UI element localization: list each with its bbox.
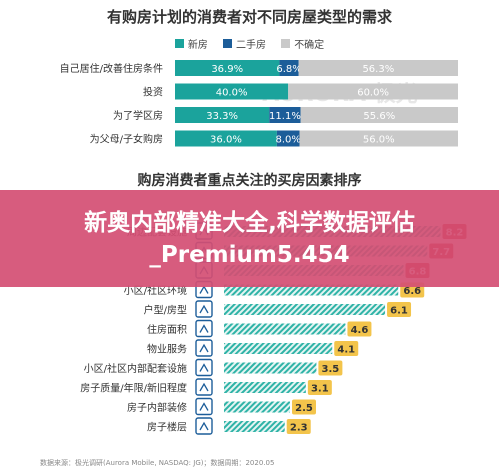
factor-value-label: 6.1 — [390, 306, 408, 317]
value-tag — [347, 321, 372, 337]
factor-value-label: 4.1 — [337, 345, 355, 356]
area-icon — [195, 319, 213, 338]
category-label: 自己居住/改善住房条件 — [60, 62, 163, 75]
factor-value-label: 2.5 — [295, 403, 313, 414]
house-service-icon — [195, 339, 213, 357]
value-tag — [387, 302, 412, 317]
factor-bar — [224, 304, 386, 315]
legend-item-second: 二手房 — [223, 36, 266, 51]
source-footnote: 数据来源：极光调研(Aurora Mobile, NASDAQ: JG)；数据周… — [40, 459, 275, 467]
bar-segment-new — [175, 130, 277, 147]
bar-value-label: 36.9% — [211, 64, 243, 75]
bar-segment-undecided — [298, 60, 458, 76]
category-label: 投资 — [143, 86, 163, 99]
factor-bar — [224, 401, 290, 413]
legend-swatch-undecided — [281, 39, 291, 48]
factor-value-label: 3.1 — [311, 384, 329, 395]
factor-label: 小区/社区内部配套设施 — [84, 362, 187, 375]
bar-value-label: 56.0% — [363, 135, 395, 146]
wrench-icon — [195, 397, 213, 416]
factor-label: 物业服务 — [147, 343, 187, 356]
value-tag — [307, 380, 332, 395]
factor-bar — [224, 421, 285, 432]
bar-segment-second — [269, 107, 301, 123]
category-label: 为父母/子女购房 — [90, 133, 163, 146]
bar-segment-undecided — [288, 83, 458, 100]
legend-label-second: 二手房 — [236, 40, 266, 51]
factor-label: 房子内部装修 — [127, 401, 187, 414]
value-tag — [334, 341, 359, 356]
factor-label: 房子楼层 — [147, 421, 187, 434]
value-tag — [286, 419, 311, 434]
value-tag — [318, 360, 343, 376]
factor-bar — [224, 343, 333, 354]
dumbbell-icon — [195, 378, 213, 396]
bar-segment-undecided — [299, 130, 458, 147]
factor-label: 住房面积 — [147, 323, 187, 336]
stacked-bar-chart: AURORA 极光 自己居住/改善住房条件36.9%6.8%56.3%投资40.… — [60, 60, 458, 147]
bar-value-label: 55.6% — [363, 111, 395, 122]
stacked-chart-title: 有购房计划的消费者对不同房屋类型的需求 — [106, 8, 392, 26]
bar-value-label: 33.3% — [206, 111, 238, 122]
factor-value-label: 2.3 — [290, 423, 308, 434]
legend-label-undecided: 不确定 — [294, 40, 325, 51]
stairs-icon — [195, 417, 213, 435]
bar-value-label: 56.3% — [362, 64, 394, 75]
bar-segment-new — [175, 83, 289, 100]
people-icon — [195, 358, 213, 377]
bar-value-label: 8.0% — [275, 135, 300, 146]
category-label: 为了学区房 — [113, 109, 163, 122]
factor-value-label: 3.5 — [322, 364, 340, 375]
bar-value-label: 6.8% — [276, 64, 301, 75]
stacked-chart-legend: 新房 二手房 不确定 — [0, 36, 499, 51]
factor-bar — [224, 362, 317, 374]
factor-chart-title: 购房消费者重点关注的买房因素排序 — [137, 173, 362, 189]
legend-swatch-second — [223, 39, 232, 48]
bar-value-label: 40.0% — [216, 88, 248, 99]
bar-segment-new — [175, 60, 280, 76]
bar-segment-second — [276, 130, 300, 147]
factor-bar — [224, 323, 346, 335]
legend-item-new: 新房 — [174, 36, 208, 51]
bar-segment-new — [175, 107, 270, 123]
bar-segment-undecided — [300, 107, 458, 123]
legend-label-new: 新房 — [187, 40, 208, 51]
factor-bar — [224, 382, 306, 393]
factor-label: 房子质量/年限/新旧程度 — [80, 382, 187, 395]
legend-swatch-new — [174, 39, 184, 48]
value-tag — [292, 399, 316, 415]
bar-value-label: 36.0% — [210, 135, 242, 146]
bar-value-label: 60.0% — [357, 88, 389, 99]
bar-segment-second — [279, 60, 299, 76]
floor-plan-icon — [195, 300, 213, 318]
factor-value-label: 6.6 — [403, 286, 421, 297]
factor-value-label: 4.6 — [351, 325, 369, 336]
bar-value-label: 11.1% — [269, 111, 301, 122]
legend-item-undecided: 不确定 — [281, 36, 324, 51]
overlay-banner: 新奥内部精准大全,科学数据评估_Premium5.454 — [0, 190, 499, 287]
overlay-banner-text: 新奥内部精准大全,科学数据评估_Premium5.454 — [84, 209, 415, 268]
factor-label: 户型/房型 — [144, 304, 187, 317]
